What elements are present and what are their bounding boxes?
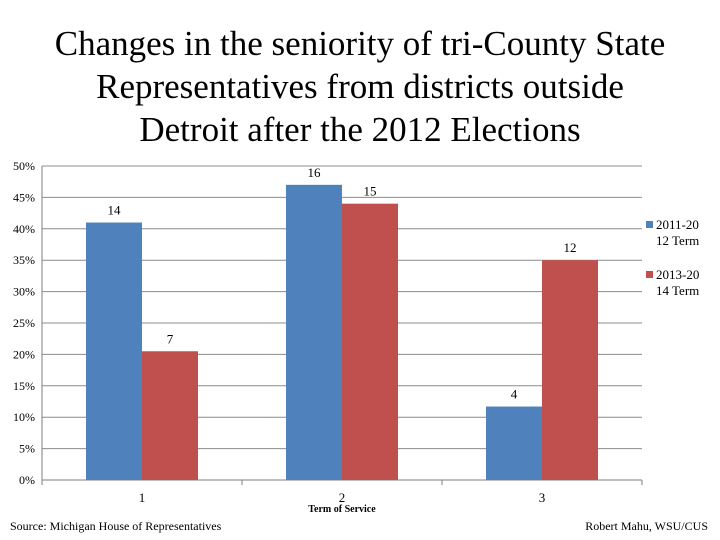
title-line-3: Detroit after the 2012 Elections — [139, 110, 581, 149]
y-tick-label: 10% — [13, 410, 35, 424]
y-tick-label: 35% — [13, 253, 35, 267]
bar-data-label: 14 — [108, 203, 122, 218]
bar-2-1 — [142, 351, 198, 480]
bar-2-2 — [342, 203, 398, 480]
y-tick-label: 45% — [13, 190, 35, 204]
y-tick-label: 20% — [13, 347, 35, 361]
bar-data-label: 4 — [511, 387, 518, 402]
source-note: Source: Michigan House of Representative… — [10, 519, 222, 533]
bar-data-label: 7 — [167, 331, 174, 346]
y-tick-label: 15% — [13, 379, 35, 393]
chart-title: Changes in the seniority of tri-County S… — [0, 22, 720, 151]
bar-1-3 — [486, 406, 542, 480]
title-line-1: Changes in the seniority of tri-County S… — [54, 24, 666, 63]
bar-data-label: 15 — [364, 184, 377, 199]
x-tick-label: 2 — [339, 490, 346, 505]
y-tick-label: 25% — [13, 316, 35, 330]
x-tick-label: 1 — [139, 490, 146, 505]
x-tick-label: 3 — [539, 490, 546, 505]
y-tick-label: 30% — [13, 285, 35, 299]
x-axis-title: Term of Service — [308, 504, 376, 515]
legend-label-2: 14 Term — [656, 283, 699, 298]
y-tick-label: 50% — [13, 159, 35, 173]
legend-swatch-1 — [646, 221, 653, 228]
legend-label-1: 2011-20 — [656, 217, 699, 232]
y-tick-label: 0% — [19, 473, 35, 487]
y-tick-label: 5% — [19, 442, 35, 456]
bar-data-label: 16 — [308, 165, 322, 180]
author-credit: Robert Mahu, WSU/CUS — [585, 519, 708, 533]
bar-2-3 — [542, 260, 598, 480]
legend-label-1: 12 Term — [656, 233, 699, 248]
bar-1-2 — [286, 184, 342, 480]
legend-label-2: 2013-20 — [656, 267, 699, 282]
title-line-2: Representatives from districts outside — [96, 67, 624, 106]
y-tick-label: 40% — [13, 222, 35, 236]
bar-data-label: 12 — [564, 240, 577, 255]
legend-swatch-2 — [646, 271, 653, 278]
bar-1-1 — [86, 222, 142, 480]
